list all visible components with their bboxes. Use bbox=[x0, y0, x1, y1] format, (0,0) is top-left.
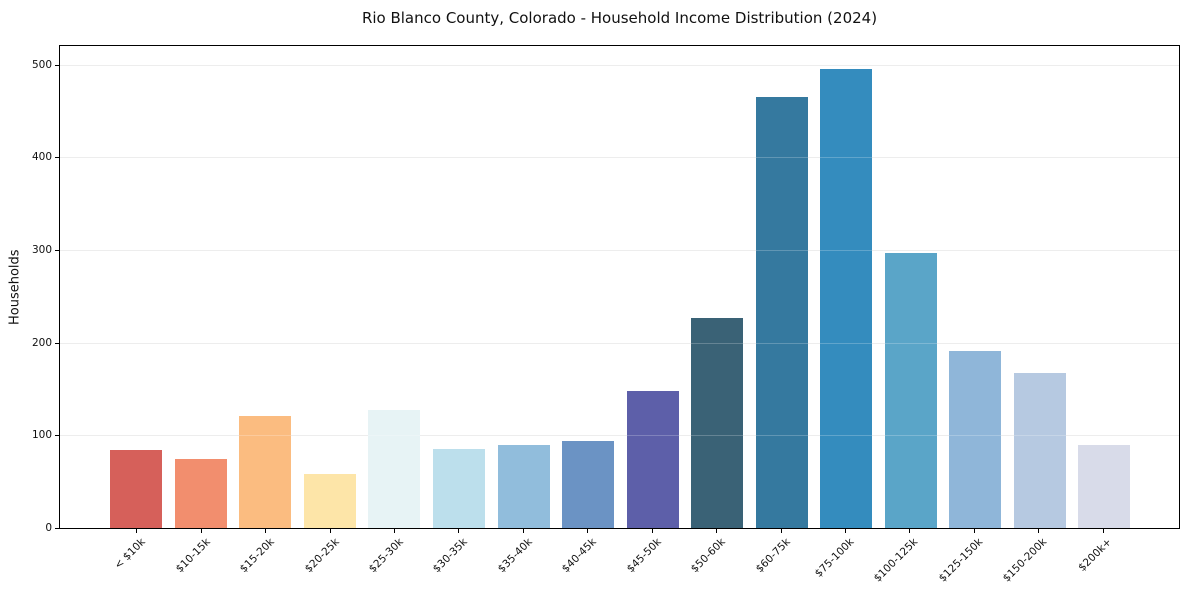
bar-35-40k bbox=[497, 444, 550, 528]
x-tick-mark bbox=[845, 529, 846, 533]
y-tick-label-0: 0 bbox=[45, 522, 52, 534]
bar-slot bbox=[685, 46, 750, 528]
bar-60-75k bbox=[755, 97, 808, 528]
x-tick-label-25-30k: $25-30k bbox=[366, 536, 406, 576]
bar-slot bbox=[1008, 46, 1073, 528]
gridline-400 bbox=[60, 157, 1179, 158]
x-tick-mark bbox=[201, 529, 202, 533]
bar-15-20k bbox=[239, 415, 292, 528]
y-tick-mark bbox=[55, 343, 59, 344]
x-tick-mark bbox=[265, 529, 266, 533]
x-tick-mark bbox=[394, 529, 395, 533]
bar-slot bbox=[491, 46, 556, 528]
y-axis-label: Households bbox=[7, 249, 23, 325]
bars-row bbox=[60, 46, 1179, 528]
bar-slot bbox=[943, 46, 1008, 528]
x-tick-mark bbox=[781, 529, 782, 533]
x-tick-label-150-200k: $150-200k bbox=[1000, 536, 1050, 585]
x-tick-label-35-40k: $35-40k bbox=[495, 536, 535, 576]
bar-slot bbox=[233, 46, 298, 528]
gridline-200 bbox=[60, 343, 1179, 344]
x-tick-mark bbox=[523, 529, 524, 533]
bar-150-200k bbox=[1013, 373, 1066, 528]
bar-10k bbox=[110, 450, 163, 528]
y-tick-mark bbox=[55, 65, 59, 66]
y-tick-mark bbox=[55, 435, 59, 436]
x-tick-label-30-35k: $30-35k bbox=[430, 536, 470, 576]
bar-slot bbox=[298, 46, 363, 528]
bar-slot bbox=[620, 46, 685, 528]
x-tick-mark bbox=[330, 529, 331, 533]
x-tick-label-200k: $200k+ bbox=[1076, 536, 1115, 574]
x-tick-mark bbox=[716, 529, 717, 533]
bar-slot bbox=[556, 46, 621, 528]
bar-slot bbox=[1072, 46, 1137, 528]
x-tick-mark bbox=[136, 529, 137, 533]
y-tick-label-200: 200 bbox=[31, 337, 52, 349]
bar-slot bbox=[749, 46, 814, 528]
bar-slot bbox=[879, 46, 944, 528]
x-tick-mark bbox=[909, 529, 910, 533]
bar-slot bbox=[104, 46, 169, 528]
bar-slot bbox=[814, 46, 879, 528]
bar-125-150k bbox=[949, 351, 1002, 528]
x-tick-label-60-75k: $60-75k bbox=[753, 536, 793, 576]
bar-30-35k bbox=[433, 449, 485, 528]
x-tick-label-40-45k: $40-45k bbox=[559, 536, 599, 576]
bar-200k bbox=[1078, 444, 1131, 528]
gridline-300 bbox=[60, 250, 1179, 251]
bar-100-125k bbox=[884, 252, 937, 528]
bar-75-100k bbox=[820, 69, 873, 528]
bar-25-30k bbox=[368, 410, 421, 528]
gridline-400 bbox=[60, 157, 1179, 158]
x-tick-mark bbox=[1038, 529, 1039, 533]
y-tick-label-100: 100 bbox=[31, 429, 52, 441]
bar-50-60k bbox=[691, 317, 744, 528]
bar-slot bbox=[169, 46, 234, 528]
y-tick-label-500: 500 bbox=[31, 59, 52, 71]
x-tick-mark bbox=[974, 529, 975, 533]
x-tick-label-15-20k: $15-20k bbox=[237, 536, 277, 576]
bar-slot bbox=[362, 46, 427, 528]
x-tick-label-10-15k: $10-15k bbox=[173, 536, 213, 576]
y-tick-mark bbox=[55, 528, 59, 529]
bar-10-15k bbox=[174, 459, 227, 528]
gridline-300 bbox=[60, 250, 1179, 251]
x-tick-mark bbox=[458, 529, 459, 533]
bar-slot bbox=[427, 46, 492, 528]
y-tick-mark bbox=[55, 157, 59, 158]
bar-45-50k bbox=[626, 390, 679, 528]
x-tick-mark bbox=[1103, 529, 1104, 533]
y-tick-label-400: 400 bbox=[31, 151, 52, 163]
x-tick-label-10k: < $10k bbox=[111, 536, 148, 572]
chart-title: Rio Blanco County, Colorado - Household … bbox=[361, 9, 878, 27]
gridline-500 bbox=[60, 65, 1179, 66]
gridline-500 bbox=[60, 65, 1179, 66]
x-tick-label-45-50k: $45-50k bbox=[624, 536, 664, 576]
x-tick-label-50-60k: $50-60k bbox=[688, 536, 728, 576]
y-tick-mark bbox=[55, 250, 59, 251]
gridline-200 bbox=[60, 343, 1179, 344]
x-tick-mark bbox=[652, 529, 653, 533]
x-tick-label-100-125k: $100-125k bbox=[871, 536, 921, 585]
plot-area bbox=[59, 45, 1180, 529]
x-tick-label-75-100k: $75-100k bbox=[812, 536, 857, 580]
gridline-100 bbox=[60, 435, 1179, 436]
x-tick-label-125-150k: $125-150k bbox=[936, 536, 986, 585]
bar-40-45k bbox=[562, 440, 615, 528]
bar-20-25k bbox=[303, 474, 356, 528]
x-tick-label-20-25k: $20-25k bbox=[302, 536, 342, 576]
y-tick-label-300: 300 bbox=[31, 244, 52, 256]
gridline-100 bbox=[60, 435, 1179, 436]
x-tick-mark bbox=[587, 529, 588, 533]
